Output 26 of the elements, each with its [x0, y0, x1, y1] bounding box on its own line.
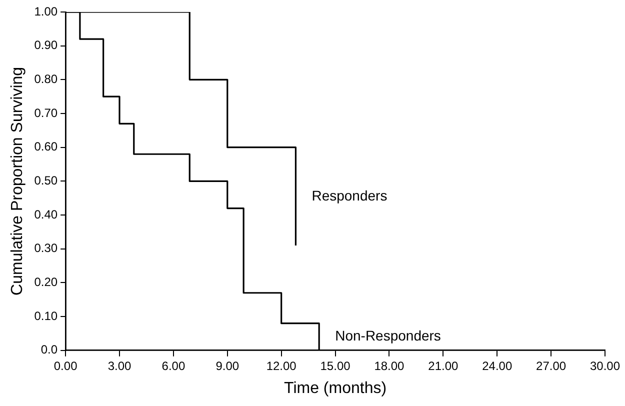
x-tick-label: 27.00 — [536, 358, 566, 373]
y-tick-label: 0.10 — [34, 308, 58, 323]
y-tick-label: 0.60 — [34, 140, 58, 154]
x-tick-label: 12.00 — [266, 358, 297, 373]
x-tick-label: 15.00 — [320, 358, 351, 373]
x-tick-label: 30.00 — [590, 358, 620, 373]
x-tick-label: 3.00 — [108, 358, 132, 373]
series-label: Responders — [312, 187, 388, 204]
y-tick-label: 0.80 — [34, 72, 58, 86]
x-tick-label: 21.00 — [428, 358, 459, 373]
x-tick-label: 9.00 — [216, 358, 240, 373]
y-tick-label: 0.70 — [34, 106, 58, 120]
x-tick-label: 24.00 — [482, 358, 512, 373]
x-tick-label: 0.00 — [54, 358, 78, 373]
x-axis-title: Time (months) — [284, 380, 387, 397]
y-tick-label: 0.50 — [34, 174, 58, 188]
y-tick-label: 0.20 — [34, 275, 58, 290]
y-tick-label: 0.40 — [34, 207, 58, 222]
y-tick-label: 0.0 — [40, 342, 58, 357]
x-tick-label: 6.00 — [162, 358, 186, 373]
series-label: Non-Responders — [335, 328, 441, 344]
y-tick-label: 0.30 — [34, 241, 58, 256]
y-tick-label: 0.90 — [34, 38, 58, 52]
y-axis-title: Cumulative Proportion Surviving — [9, 66, 26, 296]
y-tick-label: 1.00 — [34, 4, 58, 18]
x-tick-label: 18.00 — [374, 358, 405, 373]
